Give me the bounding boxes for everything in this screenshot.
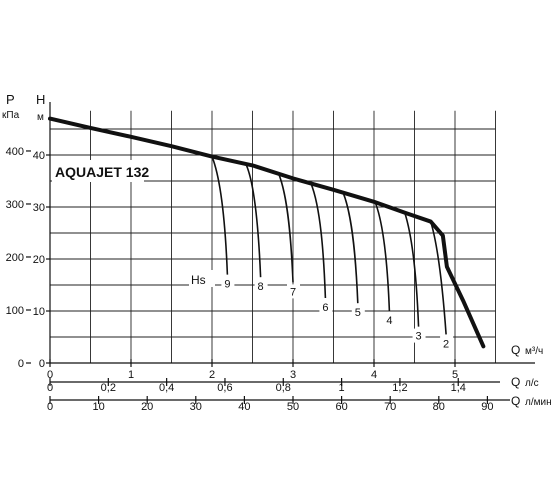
p-tick-label: 200: [6, 252, 24, 264]
suction-curve-4: [374, 203, 391, 312]
suction-curve-7: [277, 172, 294, 283]
title-background: [52, 160, 144, 182]
suction-curve-2: [429, 221, 447, 335]
h-tick-label: 20: [33, 254, 45, 266]
q-tick-label: 0: [47, 401, 53, 413]
q-tick-label: 1: [128, 369, 134, 381]
q-tick-label: 40: [238, 401, 250, 413]
suction-curve-label-4: 4: [386, 315, 392, 327]
h-tick-label: 10: [33, 306, 45, 318]
suction-label-bg-4: [383, 313, 397, 327]
q-ls-symbol: Q: [511, 375, 520, 389]
q-tick-label: 30: [190, 401, 202, 413]
q-tick-label: 1: [339, 382, 345, 394]
suction-label-bg-2: [440, 336, 454, 351]
q-lmin-symbol: Q: [511, 394, 520, 408]
q-tick-label: 5: [452, 369, 458, 381]
suction-curve-6: [310, 182, 327, 299]
chart-title: AQUAJET 132: [55, 164, 149, 180]
q-tick-label: 20: [141, 401, 153, 413]
q-tick-label: 1,2: [392, 382, 407, 394]
q-tick-label: 80: [433, 401, 445, 413]
p-tick-label: 0: [18, 358, 24, 370]
h-tick-label: 40: [33, 150, 45, 162]
h-tick-label: 30: [33, 202, 45, 214]
q-tick-label: 3: [290, 369, 296, 381]
q-tick-label: 50: [287, 401, 299, 413]
q-tick-label: 0: [47, 369, 53, 381]
suction-curve-label-3: 3: [415, 331, 421, 343]
suction-curve-8: [245, 164, 262, 278]
q-tick-label: 0,8: [276, 382, 291, 394]
q-tick-label: 0,2: [101, 382, 116, 394]
q-m3h-symbol: Q: [511, 343, 520, 357]
hs-label-background: [189, 270, 215, 287]
suction-curve-label-5: 5: [355, 307, 361, 319]
hs-label: Hs: [191, 273, 206, 287]
p-tick-label: 300: [6, 199, 24, 211]
suction-label-bg-9: [221, 276, 235, 291]
suction-curve-label-7: 7: [290, 286, 296, 298]
suction-label-bg-3: [412, 328, 426, 343]
h-tick-label: 0: [39, 358, 45, 370]
q-tick-label: 60: [335, 401, 347, 413]
q-lmin-unit: л/мин: [525, 397, 552, 408]
suction-curve-5: [342, 192, 359, 304]
p-tick-label: 100: [6, 305, 24, 317]
q-tick-label: 1,4: [451, 382, 466, 394]
suction-label-bg-7: [287, 284, 300, 299]
q-tick-label: 0: [47, 382, 53, 394]
p-axis-symbol: P: [6, 92, 15, 107]
p-axis-unit: кПа: [2, 110, 20, 121]
main-performance-curve: [48, 116, 486, 349]
q-ls-unit: л/с: [525, 378, 539, 389]
suction-curve-9: [211, 156, 229, 275]
suction-curve-label-2: 2: [443, 338, 449, 350]
q-m3h-unit: м³/ч: [525, 346, 543, 357]
suction-curve-label-9: 9: [224, 279, 230, 291]
suction-label-bg-8: [254, 279, 268, 294]
q-tick-label: 0,4: [159, 382, 174, 394]
q-tick-label: 2: [209, 369, 215, 381]
h-axis-symbol: H: [36, 92, 45, 107]
suction-curve-3: [404, 212, 420, 327]
suction-curve-label-6: 6: [322, 302, 328, 314]
q-tick-label: 10: [92, 401, 104, 413]
axes-layer: [49, 102, 535, 401]
suction-label-bg-6: [319, 300, 333, 314]
q-tick-label: 0,6: [217, 382, 232, 394]
suction-label-bg-5: [351, 305, 365, 320]
grid-layer: [50, 110, 496, 363]
q-tick-label: 70: [384, 401, 396, 413]
q-tick-label: 4: [371, 369, 377, 381]
suction-curve-label-8: 8: [258, 281, 264, 293]
p-tick-label: 400: [6, 146, 24, 158]
curves-layer: 9 8 7 6 5 4 3 2: [48, 116, 486, 351]
h-axis-unit: м: [37, 112, 44, 123]
q-tick-label: 90: [481, 401, 493, 413]
